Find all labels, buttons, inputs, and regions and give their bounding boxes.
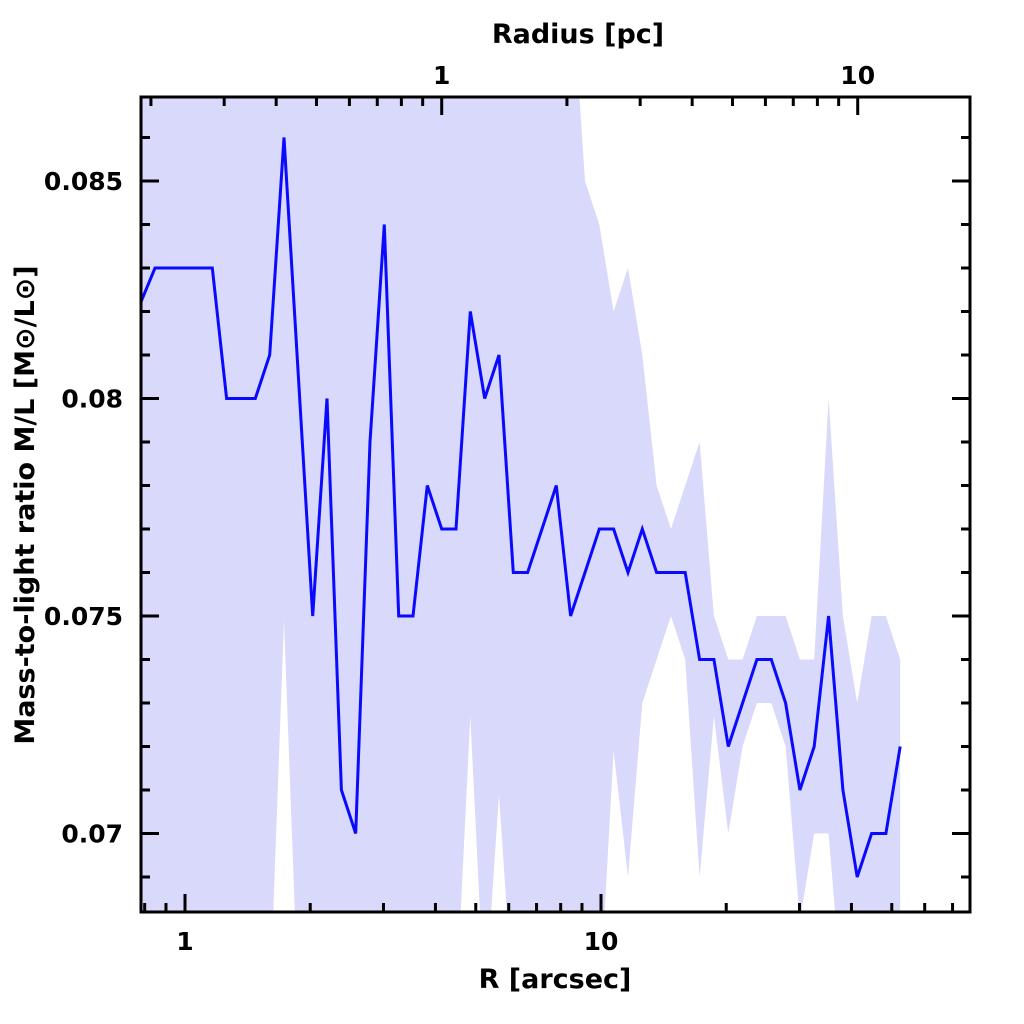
y-tick-label: 0.07 bbox=[61, 820, 123, 849]
x-tick-label: 10 bbox=[584, 927, 619, 956]
series-line-ml bbox=[141, 137, 902, 878]
x-axis-title: R [arcsec] bbox=[479, 964, 632, 995]
x2-tick-label: 1 bbox=[433, 61, 450, 90]
plot-frame bbox=[139, 95, 972, 914]
x2-tick-label: 10 bbox=[840, 61, 875, 90]
plot-area bbox=[141, 97, 902, 912]
uncertainty-band bbox=[141, 97, 901, 912]
y-axis-title: Mass-to-light ratio M/L [M⊙/L⊙] bbox=[10, 265, 41, 744]
x-tick-label: 1 bbox=[176, 927, 193, 956]
y-tick-label: 0.08 bbox=[61, 385, 123, 414]
x2-axis-title: Radius [pc] bbox=[492, 19, 664, 50]
y-tick-label: 0.085 bbox=[44, 167, 123, 196]
y-tick-label: 0.075 bbox=[44, 602, 123, 631]
tick-labels: 1 10 1 10 0.07 0.075 0.08 0.085 bbox=[44, 61, 875, 956]
